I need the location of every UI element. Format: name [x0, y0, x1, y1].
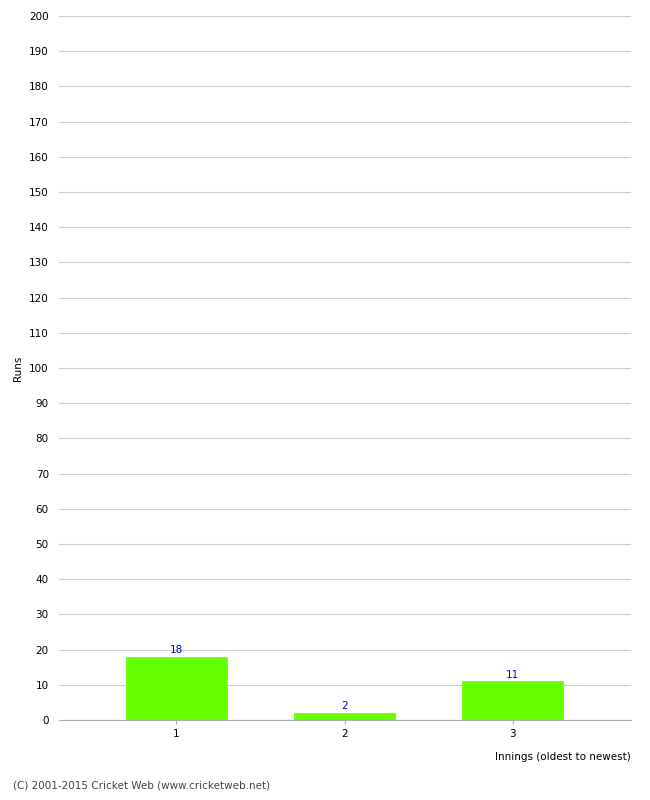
Text: 2: 2: [341, 701, 348, 711]
Text: 18: 18: [170, 645, 183, 655]
Bar: [126, 657, 227, 720]
Bar: [294, 713, 395, 720]
Text: Innings (oldest to newest): Innings (oldest to newest): [495, 752, 630, 762]
Text: 11: 11: [506, 670, 519, 679]
Bar: [462, 682, 563, 720]
Y-axis label: Runs: Runs: [14, 355, 23, 381]
Text: (C) 2001-2015 Cricket Web (www.cricketweb.net): (C) 2001-2015 Cricket Web (www.cricketwe…: [13, 781, 270, 790]
